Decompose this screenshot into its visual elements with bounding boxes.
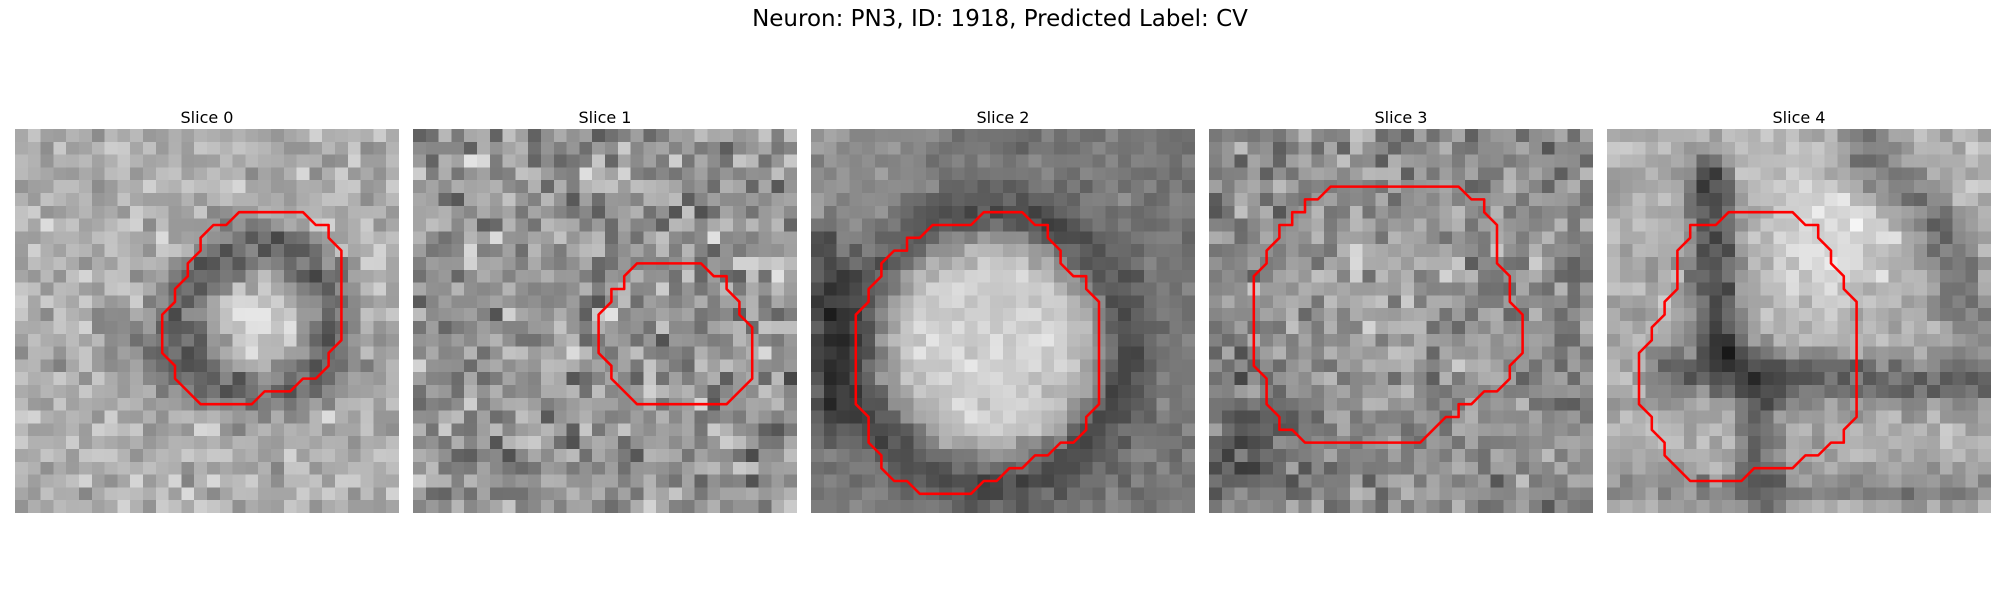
slice-panel-4: Slice 4 xyxy=(1607,107,1991,513)
slice-image xyxy=(811,129,1195,513)
slice-title: Slice 4 xyxy=(1772,108,1826,127)
slice-panel-2: Slice 2 xyxy=(811,107,1195,513)
slice-panel-3: Slice 3 xyxy=(1209,107,1593,513)
slice-title: Slice 2 xyxy=(976,108,1030,127)
slice-image xyxy=(1209,129,1593,513)
slice-title: Slice 0 xyxy=(180,108,234,127)
figure-title: Neuron: PN3, ID: 1918, Predicted Label: … xyxy=(752,6,1248,32)
roi-contour xyxy=(1252,185,1524,444)
roi-contour xyxy=(597,262,754,406)
slice-panel-1: Slice 1 xyxy=(413,107,797,513)
roi-contour xyxy=(1637,210,1858,483)
roi-contour xyxy=(160,210,343,406)
slice-title: Slice 3 xyxy=(1374,108,1428,127)
slice-title: Slice 1 xyxy=(578,108,632,127)
slice-panel-0: Slice 0 xyxy=(15,107,399,513)
slice-image xyxy=(1607,129,1991,513)
slice-image xyxy=(413,129,797,513)
slice-image xyxy=(15,129,399,513)
roi-contour xyxy=(854,210,1101,496)
